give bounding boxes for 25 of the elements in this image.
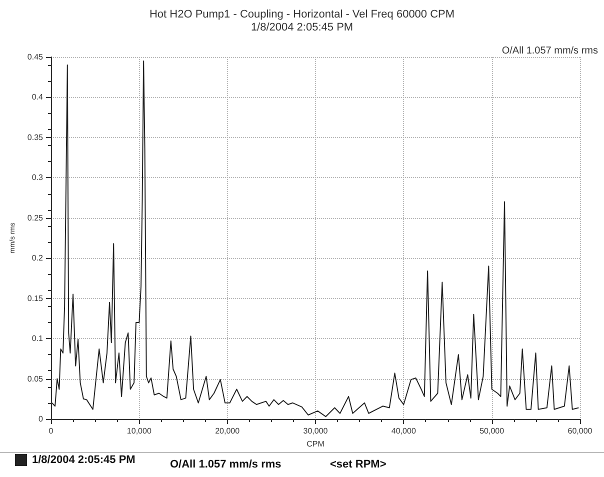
x-axis-title: CPM — [306, 439, 325, 448]
y-tick-label: 0.25 — [27, 213, 44, 222]
y-tick-label: 0.3 — [32, 173, 44, 182]
x-tick-label: 60,000 — [568, 426, 593, 436]
x-tick-label: 30,000 — [303, 426, 328, 436]
y-tick-label: 0.35 — [27, 132, 44, 142]
text: O/All 1.057 mm/s rms — [170, 458, 282, 470]
text: <set RPM> — [330, 458, 386, 470]
x-tick-label: 50,000 — [480, 426, 505, 436]
chart-title: Hot H2O Pump1 - Coupling - Horizontal - Vel Freq 60000 CPM — [149, 8, 455, 20]
y-tick-label: 0.1 — [32, 334, 44, 344]
text: O/All 1.057 mm/s rms — [502, 46, 598, 56]
legend-label: 1/8/2004 2:05:45 PM — [32, 454, 136, 466]
y-tick-label: 0.45 — [27, 52, 44, 62]
y-tick-label: 0.05 — [27, 374, 44, 384]
x-tick-label: 0 — [48, 426, 54, 436]
y-tick-label: 0 — [38, 414, 44, 424]
x-tick-label: 10,000 — [126, 426, 152, 436]
y-tick-label: 0.2 — [32, 254, 44, 263]
line-series — [51, 60, 580, 418]
x-tick-label: 20,000 — [215, 426, 240, 436]
x-tick-label: 40,000 — [391, 426, 416, 436]
y-tick-label: 0.4 — [32, 92, 44, 102]
y-tick-label: 0.15 — [27, 294, 44, 303]
chart-subtitle: 1/8/2004 2:05:45 PM — [250, 22, 354, 34]
